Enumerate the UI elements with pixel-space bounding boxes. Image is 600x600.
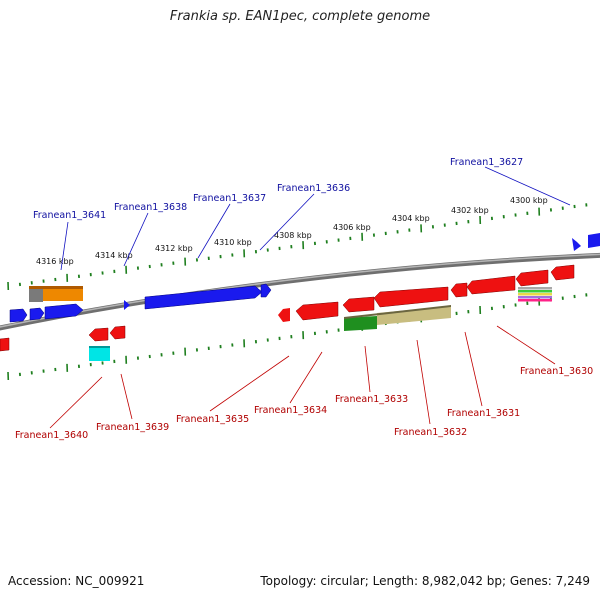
gene-stripe[interactable] xyxy=(518,296,552,299)
gene-arrow[interactable] xyxy=(278,308,290,322)
gene-label-franean1-3635[interactable]: Franean1_3635 xyxy=(176,414,249,425)
gene-arrow[interactable] xyxy=(450,282,468,298)
map-title: Frankia sp. EAN1pec, complete genome xyxy=(169,9,431,24)
scale-label-4312: 4312 kbp xyxy=(155,244,193,253)
gene-arrow[interactable] xyxy=(588,233,600,248)
gene-arrow[interactable] xyxy=(124,300,130,310)
gene-arrow[interactable] xyxy=(466,275,516,295)
gene-label-franean1-3639[interactable]: Franean1_3639 xyxy=(96,422,169,433)
gene-label-franean1-3641[interactable]: Franean1_3641 xyxy=(33,210,106,221)
gene-arrow[interactable] xyxy=(144,285,263,310)
scale-label-4316: 4316 kbp xyxy=(36,257,74,266)
gene-arrow[interactable] xyxy=(342,296,375,313)
gene-box-orange[interactable] xyxy=(43,287,83,301)
gene-label-franean1-3634[interactable]: Franean1_3634 xyxy=(254,405,327,416)
scale-label-4304: 4304 kbp xyxy=(392,214,430,223)
scale-label-4300: 4300 kbp xyxy=(510,196,548,205)
scale-label-4302: 4302 kbp xyxy=(451,206,489,215)
gene-label-franean1-3638[interactable]: Franean1_3638 xyxy=(114,202,187,213)
reverse-genes xyxy=(0,264,575,361)
accession-text: Accession: NC_009921 xyxy=(8,574,145,588)
gene-arrow[interactable] xyxy=(0,337,10,352)
gene-stripe[interactable] xyxy=(518,293,552,296)
gene-label-franean1-3630[interactable]: Franean1_3630 xyxy=(520,366,593,377)
scale-label-4310: 4310 kbp xyxy=(214,238,252,247)
gene-stripe[interactable] xyxy=(518,287,552,290)
gene-arrow[interactable] xyxy=(550,264,575,281)
gene-box-khaki-edge xyxy=(344,305,451,319)
gene-arrow[interactable] xyxy=(260,283,272,298)
reverse-leader-lines xyxy=(49,325,556,429)
gene-box-cyan[interactable] xyxy=(89,347,110,361)
scale-label-4314: 4314 kbp xyxy=(95,251,133,260)
gene-label-franean1-3637[interactable]: Franean1_3637 xyxy=(193,193,266,204)
scale-label-4306: 4306 kbp xyxy=(333,223,371,232)
gene-arrow[interactable] xyxy=(9,308,28,323)
gene-label-franean1-3627[interactable]: Franean1_3627 xyxy=(450,157,523,168)
gene-arrow[interactable] xyxy=(44,303,84,320)
gene-arrow[interactable] xyxy=(88,327,109,342)
gene-box-khaki[interactable] xyxy=(377,306,451,325)
gene-box-green[interactable] xyxy=(344,316,377,331)
genome-stats-text: Topology: circular; Length: 8,982,042 bp… xyxy=(260,574,590,588)
genome-backbone xyxy=(0,252,600,331)
gene-label-franean1-3636[interactable]: Franean1_3636 xyxy=(277,183,350,194)
gene-box-grey[interactable] xyxy=(29,289,43,302)
forward-genes xyxy=(9,233,600,323)
gene-label-franean1-3640[interactable]: Franean1_3640 xyxy=(15,430,88,441)
gene-arrow[interactable] xyxy=(109,325,126,340)
upper-scale-ticks xyxy=(7,203,588,291)
gene-arrow[interactable] xyxy=(515,269,549,287)
gene-arrow[interactable] xyxy=(295,301,339,321)
gene-arrow[interactable] xyxy=(373,286,449,308)
gene-label-franean1-3632[interactable]: Franean1_3632 xyxy=(394,427,467,438)
genome-backbone-highlight xyxy=(0,253,600,328)
gene-label-franean1-3631[interactable]: Franean1_3631 xyxy=(447,408,520,419)
gene-box-cyan-top xyxy=(89,346,110,348)
gene-arrow[interactable] xyxy=(572,238,581,251)
forward-leader-lines xyxy=(60,166,571,271)
gene-stripe[interactable] xyxy=(518,299,552,302)
gene-arrow[interactable] xyxy=(29,307,45,321)
gene-box-orange-top xyxy=(29,286,83,289)
scale-label-4308: 4308 kbp xyxy=(274,231,312,240)
gene-label-franean1-3633[interactable]: Franean1_3633 xyxy=(335,394,408,405)
gene-stripe[interactable] xyxy=(518,290,552,293)
